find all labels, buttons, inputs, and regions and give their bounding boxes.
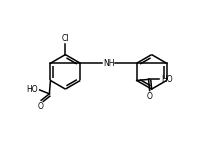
Text: HO: HO xyxy=(26,85,38,94)
Text: Cl: Cl xyxy=(62,34,69,43)
Text: O: O xyxy=(37,102,43,111)
Text: NH: NH xyxy=(103,59,114,68)
Text: HO: HO xyxy=(161,75,173,84)
Text: O: O xyxy=(147,92,153,101)
